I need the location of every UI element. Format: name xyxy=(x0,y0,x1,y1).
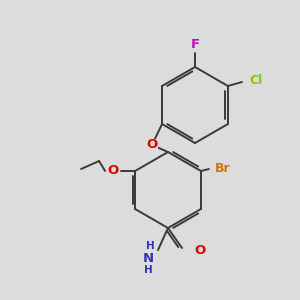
Text: Cl: Cl xyxy=(249,74,262,88)
Text: O: O xyxy=(194,244,206,257)
Text: Br: Br xyxy=(215,163,231,176)
Text: F: F xyxy=(190,38,200,52)
Text: N: N xyxy=(142,251,154,265)
Text: H: H xyxy=(144,265,152,275)
Text: O: O xyxy=(146,139,158,152)
Text: H: H xyxy=(146,241,154,251)
Text: O: O xyxy=(107,164,119,178)
